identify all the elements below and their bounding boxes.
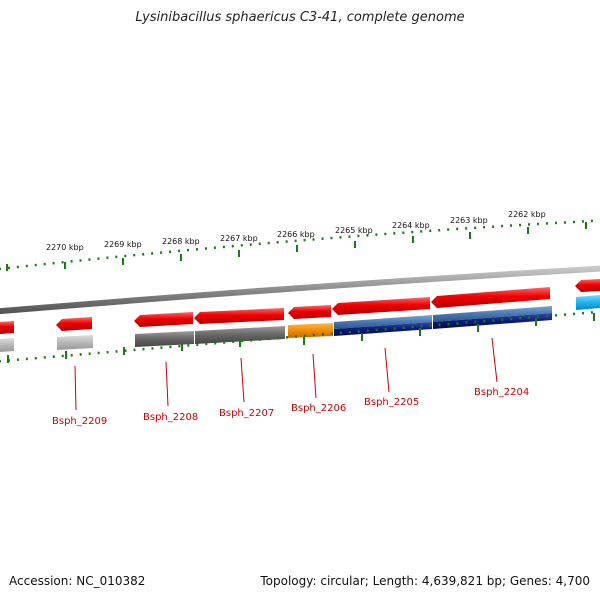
tick-label: 2262 kbp (508, 210, 546, 219)
genome-summary-text: Topology: circular; Length: 4,639,821 bp… (260, 574, 590, 588)
cds-feature-bsph-2207[interactable] (194, 308, 284, 324)
connector-bsph-2205 (384, 347, 390, 393)
cog-block-bsph-2208[interactable] (135, 331, 194, 347)
outer-tick-ring (0, 219, 600, 271)
cog-block-bsph-2206[interactable] (288, 323, 333, 338)
connector-bsph-2206 (312, 353, 317, 399)
gene-label[interactable]: Bsph_2208 (143, 412, 198, 423)
cds-feature[interactable] (0, 321, 14, 334)
outer-tick-dashes (0, 219, 600, 271)
tick-label: 2264 kbp (392, 221, 430, 230)
cds-feature-bsph-2204[interactable] (431, 287, 550, 308)
gene-label[interactable]: Bsph_2205 (364, 397, 419, 408)
cog-block-bsph-2205-upper[interactable] (334, 315, 432, 329)
tick-label: 2270 kbp (46, 243, 84, 252)
tick-label: 2268 kbp (162, 237, 200, 246)
tick-label: 2263 kbp (450, 216, 488, 225)
gene-label[interactable]: Bsph_2204 (474, 387, 529, 398)
tick-label: 2269 kbp (104, 240, 142, 249)
accession-text: Accession: NC_010382 (9, 574, 146, 588)
tick-label: 2265 kbp (335, 226, 373, 235)
cog-block[interactable] (576, 295, 600, 310)
gene-label[interactable]: Bsph_2206 (291, 403, 346, 414)
gene-label[interactable]: Bsph_2209 (52, 416, 107, 427)
tick-label: 2266 kbp (277, 230, 315, 239)
cog-block[interactable] (0, 338, 14, 352)
tick-label: 2267 kbp (220, 234, 258, 243)
connector-bsph-2207 (240, 357, 245, 403)
cds-track (0, 279, 600, 334)
cds-feature-bsph-2205[interactable] (332, 297, 430, 315)
cds-feature[interactable] (575, 279, 600, 292)
gene-label[interactable]: Bsph_2207 (219, 408, 274, 419)
connector-bsph-2209 (74, 365, 77, 411)
cds-feature-bsph-2209[interactable] (56, 317, 92, 331)
tick-labels: 2270 kbp 2269 kbp 2268 kbp 2267 kbp 2266… (46, 210, 546, 252)
cog-block-bsph-2204-upper[interactable] (433, 306, 552, 322)
inner-tick-ring (0, 310, 600, 363)
backbone-ring (0, 265, 600, 315)
cog-block-bsph-2209[interactable] (57, 335, 93, 350)
map-title: Lysinibacillus sphaericus C3-41, complet… (135, 10, 465, 25)
gene-labels: Bsph_2209 Bsph_2208 Bsph_2207 Bsph_2206 … (52, 387, 529, 427)
connector-bsph-2208 (165, 361, 169, 407)
connector-bsph-2204 (491, 337, 498, 383)
cog-block-bsph-2207[interactable] (195, 326, 285, 344)
cds-feature-bsph-2206[interactable] (288, 305, 331, 319)
gene-label-connectors (74, 337, 498, 411)
cds-feature-bsph-2208[interactable] (134, 312, 193, 327)
